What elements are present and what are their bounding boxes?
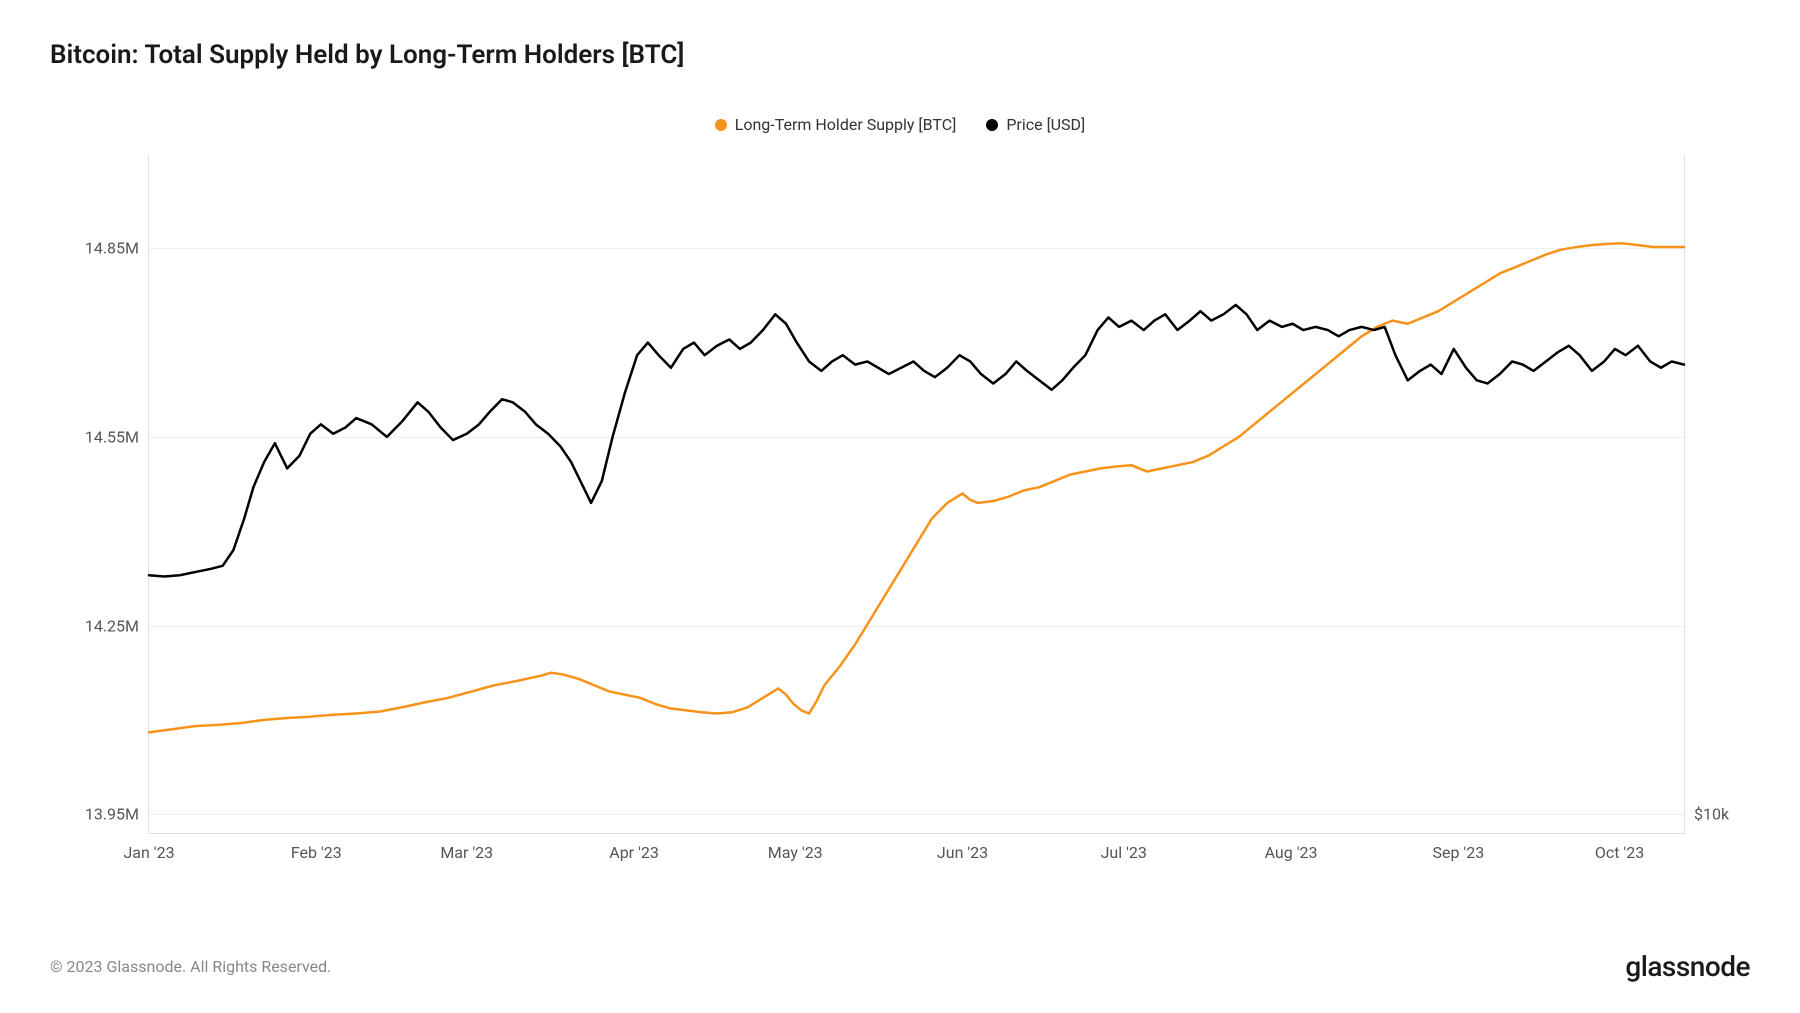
line-price <box>149 305 1684 577</box>
x-axis-label: Jul '23 <box>1101 843 1147 862</box>
y-axis-label: 14.55M <box>85 427 139 446</box>
x-axis-label: Apr '23 <box>609 843 659 862</box>
x-axis-label: Oct '23 <box>1595 843 1644 862</box>
chart-container: 13.95M 14.25M 14.55M 14.85M $10k Jan '23 Feb '… <box>50 154 1750 874</box>
legend-label-supply: Long-Term Holder Supply [BTC] <box>735 115 957 134</box>
x-axis-label: Sep '23 <box>1432 843 1484 862</box>
x-axis-label: Jun '23 <box>937 843 988 862</box>
chart-svg <box>149 154 1684 833</box>
x-axis-label: May '23 <box>768 843 823 862</box>
x-axis-label: Mar '23 <box>440 843 493 862</box>
legend-dot-price <box>986 119 998 131</box>
y-axis-label: 14.85M <box>85 239 139 258</box>
legend-item-price: Price [USD] <box>986 115 1085 134</box>
brand-logo: glassnode <box>1625 950 1750 983</box>
y-axis-right-label: $10k <box>1694 805 1729 824</box>
line-supply <box>149 243 1684 732</box>
x-axis-label: Aug '23 <box>1265 843 1318 862</box>
x-axis-label: Feb '23 <box>291 843 342 862</box>
legend-dot-supply <box>715 119 727 131</box>
footer: © 2023 Glassnode. All Rights Reserved. g… <box>50 950 1750 983</box>
copyright-text: © 2023 Glassnode. All Rights Reserved. <box>50 957 331 976</box>
chart-title: Bitcoin: Total Supply Held by Long-Term … <box>50 40 1750 70</box>
legend-label-price: Price [USD] <box>1006 115 1085 134</box>
y-axis-label: 14.25M <box>85 616 139 635</box>
plot-area: 13.95M14.25M14.55M14.85M$10kJan '23Feb '… <box>148 154 1685 834</box>
legend-item-supply: Long-Term Holder Supply [BTC] <box>715 115 957 134</box>
legend: Long-Term Holder Supply [BTC] Price [USD… <box>50 115 1750 134</box>
y-axis-label: 13.95M <box>85 805 139 824</box>
x-axis-label: Jan '23 <box>123 843 174 862</box>
